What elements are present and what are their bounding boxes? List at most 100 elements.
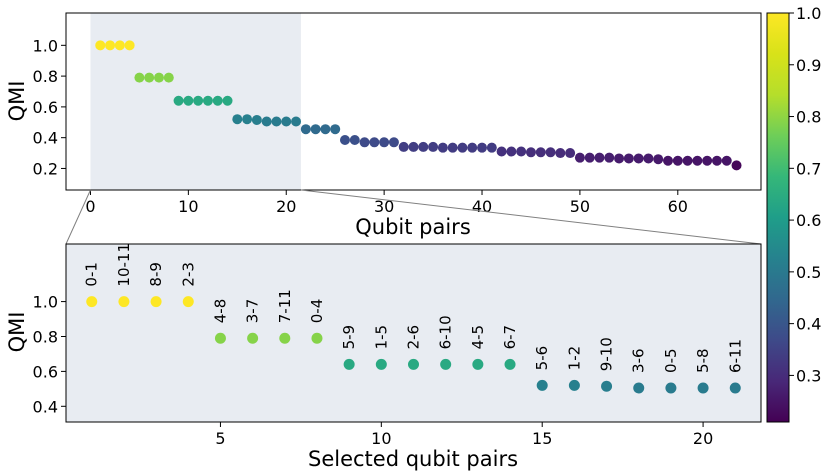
x-tick-label: 15 bbox=[532, 429, 552, 448]
bottom-x-axis: 5 10 15 20 bbox=[215, 422, 713, 448]
qubit-pair-label: 6-7 bbox=[501, 325, 519, 350]
colorbar-ticks: 0.3 0.4 0.5 0.6 0.7 0.8 0.9 1.0 bbox=[789, 4, 821, 385]
top-data-point bbox=[193, 95, 204, 106]
colorbar-tick-label: 0.9 bbox=[796, 56, 821, 75]
top-data-point bbox=[349, 134, 360, 145]
top-y-axis-label: QMI bbox=[5, 81, 29, 122]
x-tick-label: 20 bbox=[276, 197, 296, 216]
y-tick-label: 0.4 bbox=[33, 129, 58, 148]
top-data-point bbox=[721, 155, 732, 166]
qubit-pair-label: 1-5 bbox=[372, 325, 390, 350]
qubit-pair-label: 0-5 bbox=[662, 348, 680, 373]
bottom-plot-frame bbox=[65, 243, 762, 423]
top-data-point bbox=[535, 147, 546, 158]
bottom-data-point bbox=[697, 382, 709, 394]
qubit-pair-label: 3-7 bbox=[244, 299, 262, 324]
top-data-point bbox=[496, 146, 507, 157]
top-data-point bbox=[682, 155, 693, 166]
top-data-point bbox=[467, 142, 478, 153]
bottom-data-point bbox=[247, 332, 259, 344]
bottom-data-point bbox=[343, 358, 355, 370]
top-data-point bbox=[584, 152, 595, 163]
bottom-y-axis-label: QMI bbox=[5, 312, 29, 353]
top-panel: 0 10 20 30 40 50 60 0.2 0.4 0.6 0.8 1.0 Qubit pair… bbox=[5, 12, 762, 239]
y-tick-label: 0.8 bbox=[33, 327, 58, 346]
top-data-point bbox=[516, 146, 527, 157]
colorbar-tick-label: 0.8 bbox=[796, 108, 821, 127]
top-data-point bbox=[271, 116, 282, 127]
top-data-point bbox=[183, 95, 194, 106]
top-data-point bbox=[320, 124, 331, 135]
top-data-point bbox=[222, 95, 233, 106]
top-data-point bbox=[359, 137, 370, 148]
y-tick-label: 0.6 bbox=[33, 362, 58, 381]
top-plot-frame bbox=[65, 12, 762, 191]
bottom-data-point bbox=[536, 379, 548, 391]
top-data-point bbox=[95, 40, 106, 51]
colorbar-tick-label: 0.7 bbox=[796, 159, 821, 178]
top-data-point bbox=[212, 95, 223, 106]
top-data-point bbox=[653, 154, 664, 165]
x-tick-label: 30 bbox=[374, 197, 394, 216]
top-data-point bbox=[672, 155, 683, 166]
top-data-point bbox=[300, 124, 311, 135]
bottom-point-labels: 0-1 10-11 8-9 2-3 4-8 3-7 7-11 0-4 5-9 1-5 2-6 6-10… bbox=[83, 243, 745, 373]
top-data-point bbox=[506, 146, 517, 157]
colorbar-gradient bbox=[767, 13, 789, 422]
qubit-pair-label: 5-6 bbox=[533, 346, 551, 371]
qubit-pair-label: 6-10 bbox=[437, 315, 455, 349]
top-data-point bbox=[477, 142, 488, 153]
top-data-point bbox=[437, 142, 448, 153]
top-data-point bbox=[388, 137, 399, 148]
top-x-axis-label: Qubit pairs bbox=[355, 215, 471, 239]
bottom-data-point bbox=[472, 358, 484, 370]
top-data-point bbox=[291, 116, 302, 127]
x-tick-label: 40 bbox=[472, 197, 492, 216]
bottom-background bbox=[66, 244, 761, 422]
qubit-pair-label: 0-4 bbox=[308, 299, 326, 324]
top-data-point bbox=[232, 114, 243, 125]
top-data-point bbox=[555, 148, 566, 159]
top-data-point bbox=[408, 141, 419, 152]
bottom-data-point bbox=[279, 332, 291, 344]
top-data-point bbox=[251, 114, 262, 125]
y-tick-label: 0.8 bbox=[33, 67, 58, 86]
qubit-pair-label: 2-3 bbox=[179, 262, 197, 287]
top-data-point bbox=[153, 72, 164, 83]
top-x-axis: 0 10 20 30 40 50 60 bbox=[85, 190, 688, 216]
x-tick-label: 50 bbox=[570, 197, 590, 216]
y-tick-label: 0.6 bbox=[33, 98, 58, 117]
bottom-data-point bbox=[214, 332, 226, 344]
y-tick-label: 0.2 bbox=[33, 159, 58, 178]
top-data-point bbox=[457, 142, 468, 153]
x-tick-label: 5 bbox=[215, 429, 225, 448]
qubit-pair-label: 8-9 bbox=[147, 262, 165, 287]
top-data-point bbox=[428, 141, 439, 152]
top-data-point bbox=[731, 160, 742, 171]
top-data-point bbox=[261, 116, 272, 127]
qubit-pair-label: 2-6 bbox=[405, 325, 423, 350]
top-data-point bbox=[310, 124, 321, 135]
bottom-panel: 0-1 10-11 8-9 2-3 4-8 3-7 7-11 0-4 5-9 1-5 2-6 6-10… bbox=[5, 243, 762, 471]
bottom-data-point bbox=[182, 296, 194, 308]
qubit-pair-label: 1-2 bbox=[565, 346, 583, 371]
bottom-series bbox=[86, 296, 741, 394]
top-data-point bbox=[447, 142, 458, 153]
colorbar-frame bbox=[766, 12, 790, 423]
top-data-point bbox=[702, 155, 713, 166]
qubit-pair-label: 10-11 bbox=[115, 243, 133, 287]
top-data-point bbox=[594, 152, 605, 163]
top-data-point bbox=[623, 153, 634, 164]
y-tick-label: 0.4 bbox=[33, 397, 58, 416]
top-data-point bbox=[643, 153, 654, 164]
top-data-point bbox=[711, 155, 722, 166]
x-tick-label: 60 bbox=[668, 197, 688, 216]
top-data-point bbox=[114, 40, 125, 51]
top-data-point bbox=[398, 141, 409, 152]
top-data-point bbox=[633, 153, 644, 164]
bottom-data-point bbox=[118, 296, 130, 308]
bottom-data-point bbox=[633, 382, 645, 394]
qubit-pair-label: 7-11 bbox=[276, 289, 294, 323]
qubit-pair-label: 4-5 bbox=[469, 325, 487, 350]
x-tick-label: 20 bbox=[693, 429, 713, 448]
